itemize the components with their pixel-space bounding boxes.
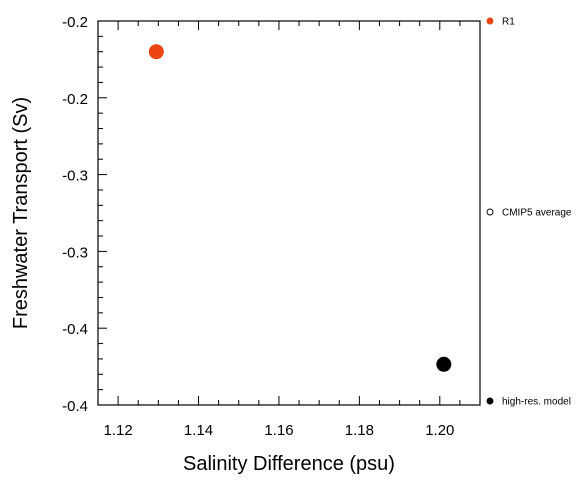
legend: R1 CMIP5 average high-res. model xyxy=(486,17,572,408)
x-tick-label: 1.18 xyxy=(345,422,374,439)
plot-frame xyxy=(97,20,481,406)
y-tick-label: -0.2 xyxy=(62,14,88,31)
legend-marker xyxy=(486,397,494,405)
legend-label: CMIP5 average xyxy=(502,208,572,219)
y-tick-label: -0.4 xyxy=(62,398,88,415)
legend-marker xyxy=(486,208,494,216)
data-points xyxy=(148,44,452,372)
x-tick-label: 1.20 xyxy=(425,422,454,439)
legend-label: high-res. model xyxy=(502,397,571,408)
y-tick-label: -0.2 xyxy=(62,91,88,108)
y-axis-title: Freshwater Transport (Sv) xyxy=(10,97,32,329)
x-tick-label: 1.12 xyxy=(104,422,133,439)
legend-marker xyxy=(486,17,494,25)
y-tick-label: -0.4 xyxy=(62,321,88,338)
x-tick-label: 1.14 xyxy=(184,422,213,439)
data-point xyxy=(148,44,164,60)
y-axis-ticks: -0.2 -0.2 -0.3 -0.3 -0.4 -0.4 xyxy=(62,14,107,415)
data-point xyxy=(436,356,452,372)
legend-label: R1 xyxy=(502,17,515,28)
x-axis-ticks: 1.12 1.14 1.16 1.18 1.20 xyxy=(97,21,481,439)
y-tick-label: -0.3 xyxy=(62,168,88,185)
x-axis-title: Salinity Difference (psu) xyxy=(183,453,395,475)
y-tick-label: -0.3 xyxy=(62,244,88,261)
x-tick-label: 1.16 xyxy=(264,422,293,439)
